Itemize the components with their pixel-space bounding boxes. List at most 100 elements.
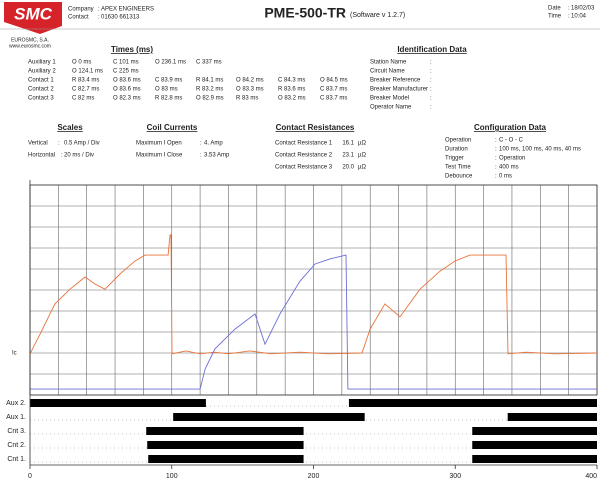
- x-tick-label: 100: [166, 473, 178, 480]
- separator: :: [430, 96, 432, 102]
- x-tick-label: 200: [308, 473, 320, 480]
- time-label: Contact 2: [28, 87, 54, 93]
- separator: :: [61, 153, 63, 159]
- time-value: C 84.3 ms: [278, 78, 305, 84]
- scale-label: Vertical: [28, 141, 48, 147]
- config-label: Debounce: [445, 174, 473, 180]
- time: 10:04: [571, 14, 587, 20]
- coil-value: 4. Amp: [204, 141, 223, 147]
- logo-web: www.eurosmc.com: [9, 43, 51, 49]
- time-value: O 83.6 ms: [113, 78, 141, 84]
- y-label: Ic: [12, 351, 17, 357]
- state-bar: [472, 441, 597, 449]
- time-value: C 83.7 ms: [320, 87, 347, 93]
- subtitle: (Software v 1.2.7): [350, 12, 405, 19]
- logo: SMC: [14, 4, 53, 23]
- field-label: Breaker Model: [370, 96, 409, 102]
- resistance-value: 20.0: [342, 165, 354, 171]
- time-value: O 84.5 ms: [320, 78, 348, 84]
- x-tick-label: 400: [585, 473, 597, 480]
- scale-value: 20 ms / Div: [64, 153, 94, 159]
- row-label: Cnt 2.: [7, 442, 26, 449]
- row-label: Aux 1.: [6, 414, 26, 421]
- time-value: O 83.2 ms: [278, 96, 306, 102]
- time-value: R 83.2 ms: [196, 87, 223, 93]
- separator: :: [430, 105, 432, 111]
- time-value: C 337 ms: [196, 60, 222, 66]
- separator: :: [98, 15, 100, 21]
- time-value: R 82.8 ms: [155, 96, 182, 102]
- config-value: C - O - C: [499, 138, 524, 144]
- config-label: Operation: [445, 138, 471, 144]
- separator: :: [200, 153, 202, 159]
- time-label: Time: [548, 14, 562, 20]
- separator: :: [430, 87, 432, 93]
- coil-label: Maximum I Close: [136, 153, 183, 159]
- separator: :: [495, 174, 497, 180]
- time-value: O 82.9 ms: [196, 96, 224, 102]
- resistance-value: 23.1: [342, 153, 354, 159]
- row-label: Cnt 3.: [7, 428, 26, 435]
- field-label: Operator Name: [370, 105, 412, 111]
- state-bar: [147, 441, 304, 449]
- field-label: Circuit Name: [370, 69, 405, 75]
- trace: [29, 234, 598, 355]
- state-bar: [146, 427, 304, 435]
- config-value: Operation: [499, 156, 525, 162]
- time-value: O 83 ms: [155, 87, 178, 93]
- coil-value: 3.53 Amp: [204, 153, 230, 159]
- time-value: R 83.4 ms: [72, 78, 99, 84]
- separator: :: [568, 6, 570, 12]
- trace: [30, 254, 597, 390]
- section-title: Configuration Data: [474, 123, 547, 132]
- company: APEX ENGINEERS: [101, 7, 154, 13]
- time-label: Auxiliary 1: [28, 60, 56, 66]
- time-value: R 83.6 ms: [278, 87, 305, 93]
- resistance-label: Contact Resistance 1: [275, 141, 333, 147]
- x-tick-label: 300: [449, 473, 461, 480]
- time-label: Auxiliary 2: [28, 69, 56, 75]
- separator: :: [58, 141, 60, 147]
- separator: :: [495, 156, 497, 162]
- resistance-label: Contact Resistance 2: [275, 153, 333, 159]
- field-label: Station Name: [370, 60, 407, 66]
- section-title: Scales: [57, 123, 83, 132]
- x-tick-label: 0: [28, 473, 32, 480]
- time-value: R 83 ms: [236, 96, 258, 102]
- separator: :: [495, 165, 497, 171]
- state-bar: [173, 413, 365, 421]
- contact-label: Contact: [68, 15, 89, 21]
- config-label: Trigger: [445, 156, 464, 162]
- time-value: C 83.7 ms: [320, 96, 347, 102]
- time-label: Contact 3: [28, 96, 54, 102]
- row-label: Aux 2.: [6, 400, 26, 407]
- resistance-value: 16.1: [342, 141, 354, 147]
- separator: :: [430, 60, 432, 66]
- config-value: 0 ms: [499, 174, 512, 180]
- time-value: O 236.1 ms: [155, 60, 186, 66]
- resistance-unit: µΩ: [358, 153, 366, 159]
- coil-label: Maximum I Open: [136, 141, 182, 147]
- config-value: 100 ms, 100 ms, 40 ms, 40 ms: [499, 147, 581, 153]
- config-value: 400 ms: [499, 165, 519, 171]
- separator: :: [200, 141, 202, 147]
- time-value: O 0 ms: [72, 60, 91, 66]
- time-value: C 225 ms: [113, 69, 139, 75]
- scale-label: Horizontal: [28, 153, 55, 159]
- separator: :: [98, 7, 100, 13]
- state-bar: [507, 413, 597, 421]
- field-label: Breaker Manufacturer: [370, 87, 428, 93]
- time-label: Contact 1: [28, 78, 54, 84]
- company-label: Company: [68, 7, 94, 13]
- separator: :: [495, 138, 497, 144]
- time-value: C 83.9 ms: [155, 78, 182, 84]
- contact: 01630 661313: [101, 15, 140, 21]
- section-title: Times (ms): [111, 45, 153, 54]
- time-value: O 82.3 ms: [113, 96, 141, 102]
- time-value: C 82 ms: [72, 96, 94, 102]
- time-value: O 83.6 ms: [113, 87, 141, 93]
- section-title: Contact Resistances: [276, 123, 355, 132]
- separator: :: [430, 78, 432, 84]
- resistance-unit: µΩ: [358, 165, 366, 171]
